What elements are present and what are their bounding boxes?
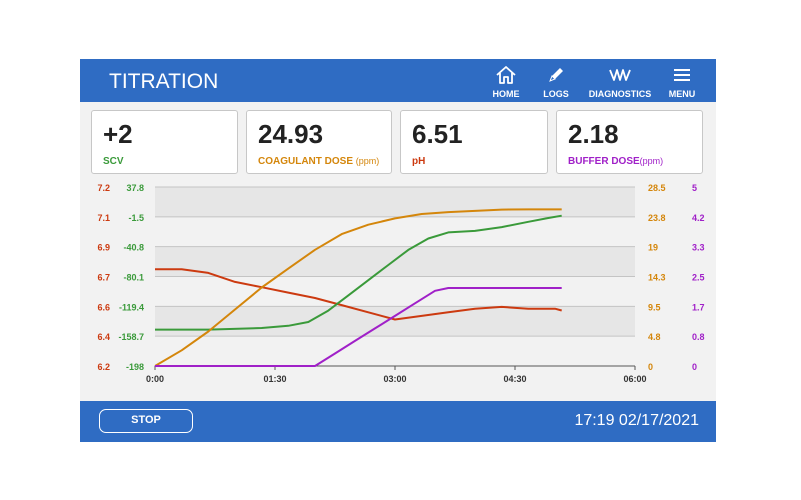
nav-diagnostics-label: DIAGNOSTICS bbox=[588, 89, 652, 99]
page-title: TITRATION bbox=[109, 70, 219, 93]
scv-value: +2 bbox=[103, 119, 133, 149]
coagulant-label-text: COAGULANT DOSE bbox=[258, 156, 353, 167]
nav-logs-button[interactable]: LOGS bbox=[535, 59, 577, 102]
y-tick-label-coagulant: 14.3 bbox=[648, 273, 666, 283]
grid-band bbox=[155, 187, 635, 217]
stop-button[interactable]: STOP bbox=[99, 409, 193, 433]
y-tick-label-buffer: 0 bbox=[692, 362, 697, 372]
y-tick-label-coagulant: 9.5 bbox=[648, 302, 661, 312]
y-tick-label-scv: 37.8 bbox=[126, 183, 144, 193]
y-tick-label-scv: -80.1 bbox=[123, 273, 144, 283]
series-line-buffer bbox=[155, 287, 562, 367]
y-tick-label-scv: -1.5 bbox=[128, 213, 144, 223]
y-tick-label-coagulant: 23.8 bbox=[648, 213, 666, 223]
nav-logs-label: LOGS bbox=[543, 89, 569, 99]
x-tick-label: 04:30 bbox=[503, 374, 526, 384]
x-tick-label: 01:30 bbox=[263, 374, 286, 384]
top-bar: TITRATION HOME LOGS DIAGNOSTICS MENU bbox=[80, 59, 716, 102]
buffer-label: BUFFER DOSE(ppm) bbox=[568, 156, 663, 167]
buffer-unit: (ppm) bbox=[639, 156, 664, 166]
nav-menu-label: MENU bbox=[668, 89, 696, 99]
series-line-scv bbox=[155, 214, 562, 331]
y-tick-label-scv: -40.8 bbox=[123, 243, 144, 253]
y-tick-label-buffer: 3.3 bbox=[692, 243, 705, 253]
y-tick-label-ph: 6.2 bbox=[97, 362, 110, 372]
y-tick-label-scv: -198 bbox=[126, 362, 144, 372]
y-tick-label-coagulant: 19 bbox=[648, 243, 658, 253]
coagulant-label: COAGULANT DOSE (ppm) bbox=[258, 156, 379, 167]
titration-chart: 7.2 7.1 6.9 6.7 6.6 6.4 6.2 37.8 -1.5 -40.8 -80.1 -… bbox=[97, 183, 705, 384]
home-icon bbox=[496, 66, 516, 84]
y-tick-label-ph: 6.4 bbox=[97, 332, 110, 342]
x-tick-label: 03:00 bbox=[383, 374, 406, 384]
nav-home-button[interactable]: HOME bbox=[482, 59, 530, 102]
ph-card: 6.51 pH bbox=[400, 110, 548, 174]
series-line-ph bbox=[155, 268, 562, 321]
y-tick-label-ph: 6.6 bbox=[97, 302, 110, 312]
titration-panel: TITRATION HOME LOGS DIAGNOSTICS MENU bbox=[80, 59, 716, 442]
nav-home-label: HOME bbox=[492, 89, 520, 99]
nav-menu-button[interactable]: MENU bbox=[662, 59, 702, 102]
y-tick-label-coagulant: 4.8 bbox=[648, 332, 661, 342]
scv-card: +2 SCV bbox=[91, 110, 238, 174]
ph-label-text: pH bbox=[412, 156, 426, 167]
grid-band bbox=[155, 246, 635, 277]
coagulant-value: 24.93 bbox=[258, 119, 324, 149]
buffer-value: 2.18 bbox=[568, 119, 619, 149]
buffer-card: 2.18 BUFFER DOSE(ppm) bbox=[556, 110, 703, 174]
scv-label: SCV bbox=[103, 156, 124, 167]
coagulant-unit: (ppm) bbox=[355, 156, 380, 166]
y-tick-label-buffer: 0.8 bbox=[692, 332, 705, 342]
hamburger-icon bbox=[674, 69, 690, 81]
y-tick-label-ph: 6.9 bbox=[97, 243, 110, 253]
series-line-coagulant bbox=[154, 208, 562, 367]
buffer-label-text: BUFFER DOSE bbox=[568, 156, 640, 167]
y-tick-label-scv: -158.7 bbox=[118, 332, 144, 342]
waveform-icon bbox=[609, 69, 631, 81]
y-tick-label-buffer: 1.7 bbox=[692, 302, 705, 312]
y-tick-label-ph: 6.7 bbox=[97, 273, 110, 283]
y-tick-label-buffer: 4.2 bbox=[692, 213, 705, 223]
bottom-bar: STOP 17:19 02/17/2021 bbox=[80, 401, 716, 442]
ph-value: 6.51 bbox=[412, 119, 463, 149]
y-tick-label-buffer: 2.5 bbox=[692, 273, 705, 283]
y-tick-label-ph: 7.2 bbox=[97, 183, 110, 193]
y-tick-label-coagulant: 28.5 bbox=[648, 183, 666, 193]
y-tick-label-ph: 7.1 bbox=[97, 213, 110, 223]
y-tick-label-coagulant: 0 bbox=[648, 362, 653, 372]
scv-label-text: SCV bbox=[103, 156, 124, 167]
nav-diagnostics-button[interactable]: DIAGNOSTICS bbox=[580, 59, 660, 102]
y-tick-label-scv: -119.4 bbox=[119, 302, 144, 312]
ph-label: pH bbox=[412, 156, 425, 167]
grid-band bbox=[155, 306, 635, 337]
x-tick-label: 06:00 bbox=[623, 374, 646, 384]
x-tick-label: 0:00 bbox=[146, 374, 164, 384]
y-tick-label-buffer: 5 bbox=[692, 183, 697, 193]
pencil-icon bbox=[549, 68, 563, 82]
coagulant-card: 24.93 COAGULANT DOSE (ppm) bbox=[246, 110, 392, 174]
datetime-display: 17:19 02/17/2021 bbox=[574, 412, 699, 429]
